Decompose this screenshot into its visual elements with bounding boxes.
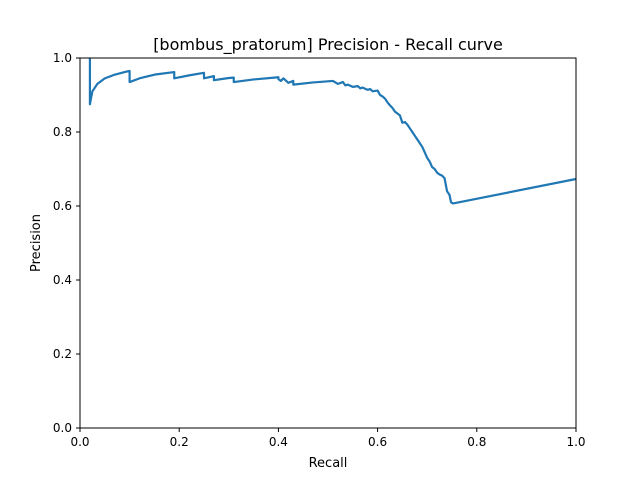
- x-axis-label: Recall: [309, 456, 348, 471]
- plot-frame: [79, 57, 577, 429]
- y-axis-label: Precision: [29, 214, 44, 272]
- x-tick-label: 1.0: [566, 435, 585, 449]
- y-tick-label: 0.2: [53, 347, 72, 361]
- pr-curve-line: [88, 58, 577, 205]
- x-axis-ticks: 0.0 0.2 0.4 0.6 0.8 1.0: [70, 428, 586, 449]
- plot-area: [79, 57, 577, 429]
- y-tick-label: 0.6: [53, 199, 72, 213]
- x-tick-label: 0.0: [70, 435, 89, 449]
- x-tick-label: 0.8: [467, 435, 486, 449]
- y-tick-label: 0.4: [53, 273, 72, 287]
- y-tick-label: 1.0: [53, 51, 72, 65]
- x-tick-label: 0.6: [368, 435, 387, 449]
- chart-title: [bombus_pratorum] Precision - Recall cur…: [153, 35, 503, 55]
- x-tick-label: 0.4: [269, 435, 288, 449]
- y-tick-label: 0.8: [53, 125, 72, 139]
- y-tick-label: 0.0: [53, 421, 72, 435]
- x-tick-label: 0.2: [170, 435, 189, 449]
- y-axis-ticks: 0.0 0.2 0.4 0.6 0.8 1.0: [53, 51, 80, 435]
